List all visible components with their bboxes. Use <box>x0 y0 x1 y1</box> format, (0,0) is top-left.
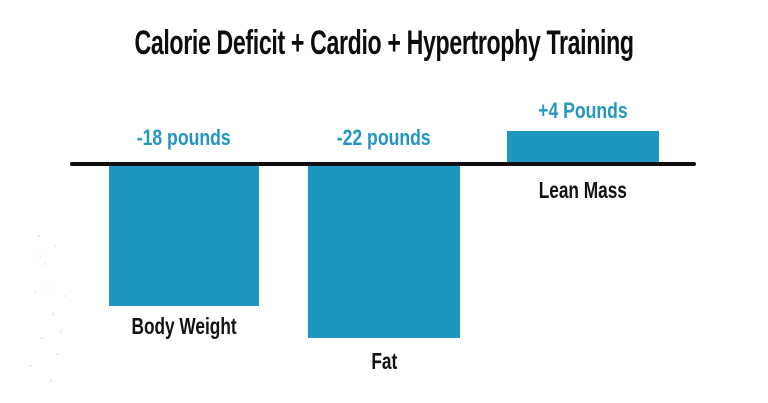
scan-noise-speckles <box>38 235 40 237</box>
chart-title: Calorie Deficit + Cardio + Hypertrophy T… <box>0 24 768 63</box>
category-label-fat: Fat <box>371 348 397 374</box>
category-label-body-weight: Body Weight <box>131 313 237 339</box>
bar-body-weight <box>109 166 259 306</box>
category-label-lean-mass: Lean Mass <box>538 177 628 203</box>
zero-axis-line <box>70 162 696 166</box>
value-label-body-weight: -18 pounds <box>137 125 231 150</box>
bar-fat <box>308 166 460 338</box>
chart-title-text: Calorie Deficit + Cardio + Hypertrophy T… <box>134 24 634 62</box>
value-label-fat: -22 pounds <box>337 125 431 150</box>
bar-lean-mass <box>507 131 659 162</box>
value-label-lean-mass: +4 Pounds <box>538 98 628 123</box>
